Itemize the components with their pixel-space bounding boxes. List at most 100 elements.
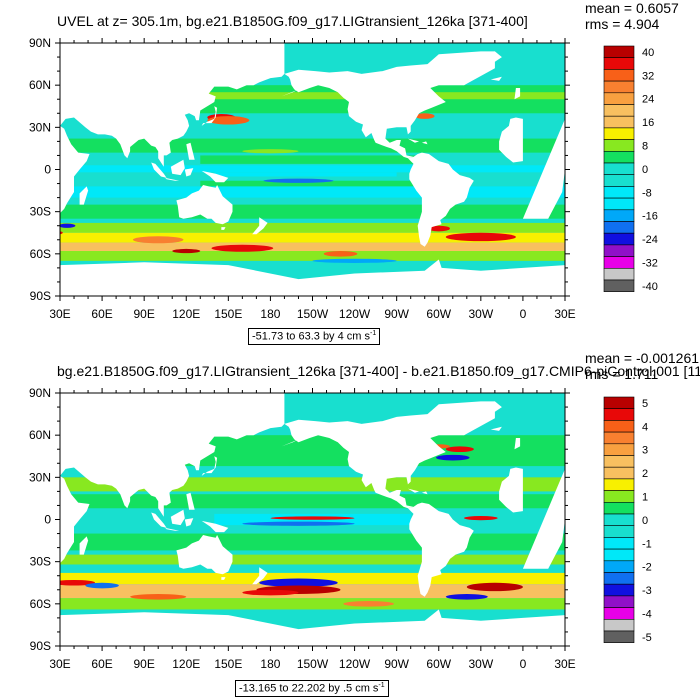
land-mask [184, 168, 194, 177]
range-unit-exponent: -1 [378, 682, 385, 689]
velocity-streak [263, 178, 334, 183]
velocity-streak [60, 579, 96, 586]
land-mask [490, 426, 502, 431]
x-tick-label: 90W [384, 657, 409, 671]
velocity-band [60, 598, 565, 610]
land-mask [201, 520, 229, 533]
land-mask [201, 456, 218, 476]
colorbar-swatch [603, 466, 635, 480]
colorbar-label: 1 [642, 491, 648, 503]
land-mask [522, 118, 565, 219]
land-mask [522, 468, 565, 569]
mean-label: mean = 0.6057 [585, 0, 679, 16]
velocity-band [60, 222, 565, 233]
land-mask [186, 142, 195, 160]
land-mask [421, 491, 428, 495]
panel-title: bg.e21.B1850G.f09_g17.LIGtransient_126ka… [57, 363, 700, 379]
y-tick-label: 60S [30, 597, 51, 611]
colorbar-swatch [603, 560, 635, 573]
velocity-band [60, 494, 565, 509]
velocity-streak [435, 454, 470, 461]
y-tick-label: 90N [29, 36, 51, 50]
land-mask [170, 159, 185, 176]
land-mask [151, 512, 167, 528]
y-tick-label: 90S [30, 289, 51, 303]
land-mask [252, 567, 268, 585]
colorbar-label: -40 [642, 281, 658, 293]
land-mask [438, 51, 495, 86]
land-mask [490, 76, 502, 81]
velocity-streak [259, 578, 338, 587]
velocity-band [60, 138, 565, 153]
land-mask [407, 502, 474, 597]
velocity-band [60, 92, 565, 100]
velocity-streak [132, 236, 184, 244]
colorbar-label: 16 [642, 117, 654, 129]
velocity-streak [414, 113, 435, 119]
land-mask [186, 492, 195, 510]
x-tick-label: 180 [260, 657, 280, 671]
x-tick-label: 180 [260, 307, 280, 321]
land-mask [499, 117, 523, 163]
x-tick-label: 150E [214, 307, 242, 321]
land-mask [201, 170, 229, 183]
x-tick-label: 30E [554, 307, 575, 321]
colorbar-swatch [603, 408, 635, 421]
range-unit-exponent: -1 [370, 330, 377, 337]
x-tick-label: 30E [554, 657, 575, 671]
colorbar-swatch [603, 279, 635, 292]
velocity-streak [464, 515, 498, 521]
x-tick-label: 90E [133, 307, 154, 321]
x-tick-label: 90W [384, 307, 409, 321]
x-tick-label: 60E [91, 307, 112, 321]
x-tick-label: 120E [172, 307, 200, 321]
land-mask [514, 88, 521, 100]
y-tick-label: 30N [29, 470, 51, 484]
velocity-streak [60, 223, 76, 228]
land-mask [60, 475, 90, 569]
y-tick-label: 0 [44, 513, 51, 527]
land-mask [60, 393, 285, 517]
colorbar-swatch [603, 431, 635, 445]
land-mask [221, 577, 226, 580]
x-tick-label: 30E [49, 307, 70, 321]
colorbar-label: -3 [642, 585, 652, 597]
colorbar-label: -32 [642, 257, 658, 269]
colorbar-swatch [603, 572, 635, 585]
velocity-streak [85, 582, 119, 589]
mean-label: mean = -0.001261 [585, 350, 700, 366]
colorbar-swatch [603, 583, 635, 597]
colorbar-label: -4 [642, 608, 652, 620]
panel-title: UVEL at z= 305.1m, bg.e21.B1850G.f09_g17… [57, 13, 528, 29]
x-tick-label: 60W [426, 307, 451, 321]
land-mask [151, 162, 167, 178]
land-mask [281, 439, 299, 447]
x-tick-label: 60E [91, 657, 112, 671]
land-mask [176, 185, 233, 225]
y-tick-label: 90N [29, 386, 51, 400]
velocity-band [60, 242, 565, 252]
velocity-streak [323, 251, 358, 257]
y-tick-label: 0 [44, 163, 51, 177]
x-tick-label: 30E [49, 657, 70, 671]
velocity-streak [130, 593, 187, 600]
colorbar-swatch [603, 607, 635, 620]
velocity-band [200, 155, 425, 164]
y-tick-label: 30S [30, 555, 51, 569]
colorbar-swatch [603, 548, 635, 562]
colorbar-swatch [603, 595, 635, 608]
land-mask [252, 217, 268, 235]
rms-label: rms = 4.904 [585, 16, 660, 32]
land-mask [170, 509, 185, 526]
rms-label: rms = 1.711 [585, 366, 659, 382]
land-mask [165, 177, 180, 181]
colorbar-label: -16 [642, 211, 658, 223]
land-mask [284, 51, 502, 159]
x-tick-label: 0 [520, 307, 527, 321]
velocity-streak [312, 258, 397, 263]
velocity-streak [242, 521, 355, 526]
land-mask [60, 259, 565, 296]
colorbar-label: 3 [642, 445, 648, 457]
velocity-streak [445, 446, 474, 453]
land-mask [284, 401, 502, 509]
